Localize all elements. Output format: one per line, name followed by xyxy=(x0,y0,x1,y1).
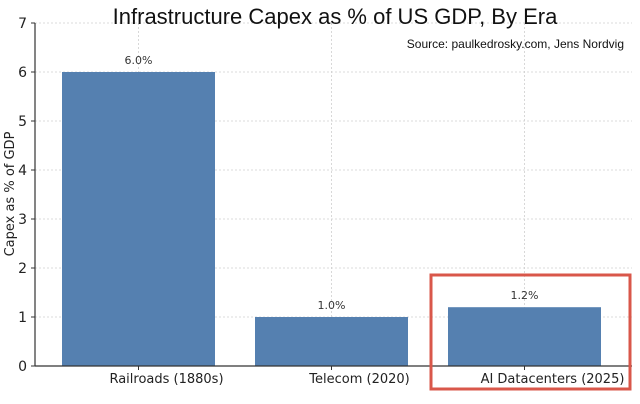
bar xyxy=(255,317,408,366)
bar xyxy=(448,307,601,366)
x-ticks: Railroads (1880s) Telecom (2020) AI Datace… xyxy=(109,366,624,387)
data-label: 6.0% xyxy=(125,54,153,67)
x-tick-label: Telecom (2020) xyxy=(308,372,409,387)
y-tick-label: 2 xyxy=(18,261,27,277)
chart-title: Infrastructure Capex as % of US GDP, By … xyxy=(113,4,558,29)
y-tick-label: 5 xyxy=(18,114,27,130)
axes xyxy=(34,23,632,367)
y-axis-label: Capex as % of GDP xyxy=(3,131,18,256)
data-label: 1.0% xyxy=(318,299,346,312)
y-tick-label: 7 xyxy=(18,16,27,32)
highlight-box xyxy=(429,273,632,391)
data-labels: 6.0% 1.0% 1.2% xyxy=(125,54,539,312)
chart-source: Source: paulkedrosky.com, Jens Nordvig xyxy=(407,37,624,51)
y-tick-label: 1 xyxy=(18,310,27,326)
data-label: 1.2% xyxy=(511,289,539,302)
y-tick-label: 4 xyxy=(18,163,27,179)
y-tick-label: 6 xyxy=(18,65,27,81)
y-tick-label: 0 xyxy=(18,359,27,375)
bar xyxy=(62,72,215,366)
y-ticks: 0 1 2 3 4 5 6 7 xyxy=(18,16,35,375)
bars xyxy=(62,72,601,366)
x-tick-label: AI Datacenters (2025) xyxy=(481,372,625,387)
x-tick-label: Railroads (1880s) xyxy=(109,372,223,387)
y-tick-label: 3 xyxy=(18,212,27,228)
